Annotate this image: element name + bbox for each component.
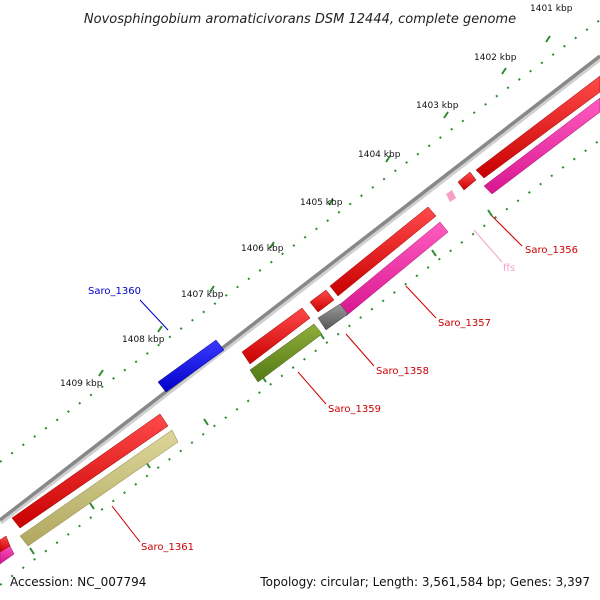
label-saro-1359: Saro_1359 [328, 404, 381, 415]
label-saro-1361: Saro_1361 [141, 542, 194, 553]
leader-lines [111, 215, 523, 543]
label-saro-1360: Saro_1360 [88, 286, 141, 297]
tick-label-1403: 1403 kbp [416, 101, 459, 111]
tick-label-1401: 1401 kbp [530, 4, 573, 14]
accession-text: Accession: NC_007794 [10, 575, 146, 589]
gene-saro-1361[interactable] [0, 413, 179, 565]
outer-tick-ring [0, 19, 600, 463]
tick-label-1407: 1407 kbp [181, 290, 224, 300]
tick-label-1409: 1409 kbp [60, 379, 103, 389]
gene-saro-1356[interactable] [457, 75, 600, 195]
tick-label-1405: 1405 kbp [300, 198, 343, 208]
genome-backbone [0, 54, 600, 522]
gene-saro-1358[interactable] [309, 289, 349, 331]
tick-label-1408: 1408 kbp [122, 335, 165, 345]
label-saro-1357: Saro_1357 [438, 318, 491, 329]
label-saro-1358: Saro_1358 [376, 366, 429, 377]
gene-ffs[interactable] [446, 190, 456, 202]
gene-saro-1360[interactable] [157, 339, 225, 393]
gene-saro-1359[interactable] [241, 307, 323, 383]
tick-label-1404: 1404 kbp [358, 150, 401, 160]
tick-label-1402: 1402 kbp [474, 53, 517, 63]
major-ticks [98, 35, 551, 377]
label-ffs: ffs [503, 263, 515, 274]
topology-summary-text: Topology: circular; Length: 3,561,584 bp… [259, 575, 590, 589]
tick-label-1406: 1406 kbp [241, 244, 284, 254]
map-title: Novosphingobium aromaticivorans DSM 1244… [84, 12, 516, 27]
label-saro-1356: Saro_1356 [525, 245, 578, 256]
